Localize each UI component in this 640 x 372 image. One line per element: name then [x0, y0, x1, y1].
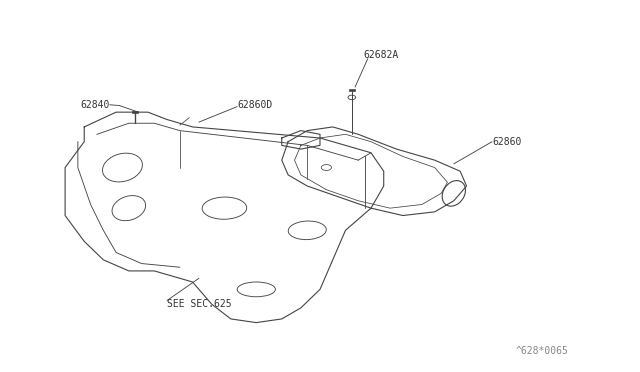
Text: 62860D: 62860D: [237, 100, 273, 110]
Text: ^628*0065: ^628*0065: [516, 346, 568, 356]
Text: 62860: 62860: [492, 137, 522, 147]
Text: 62840: 62840: [81, 100, 109, 110]
Text: 62682A: 62682A: [363, 50, 398, 60]
Text: SEE SEC.625: SEE SEC.625: [167, 299, 232, 309]
Bar: [132, 111, 138, 113]
Bar: [349, 89, 355, 92]
